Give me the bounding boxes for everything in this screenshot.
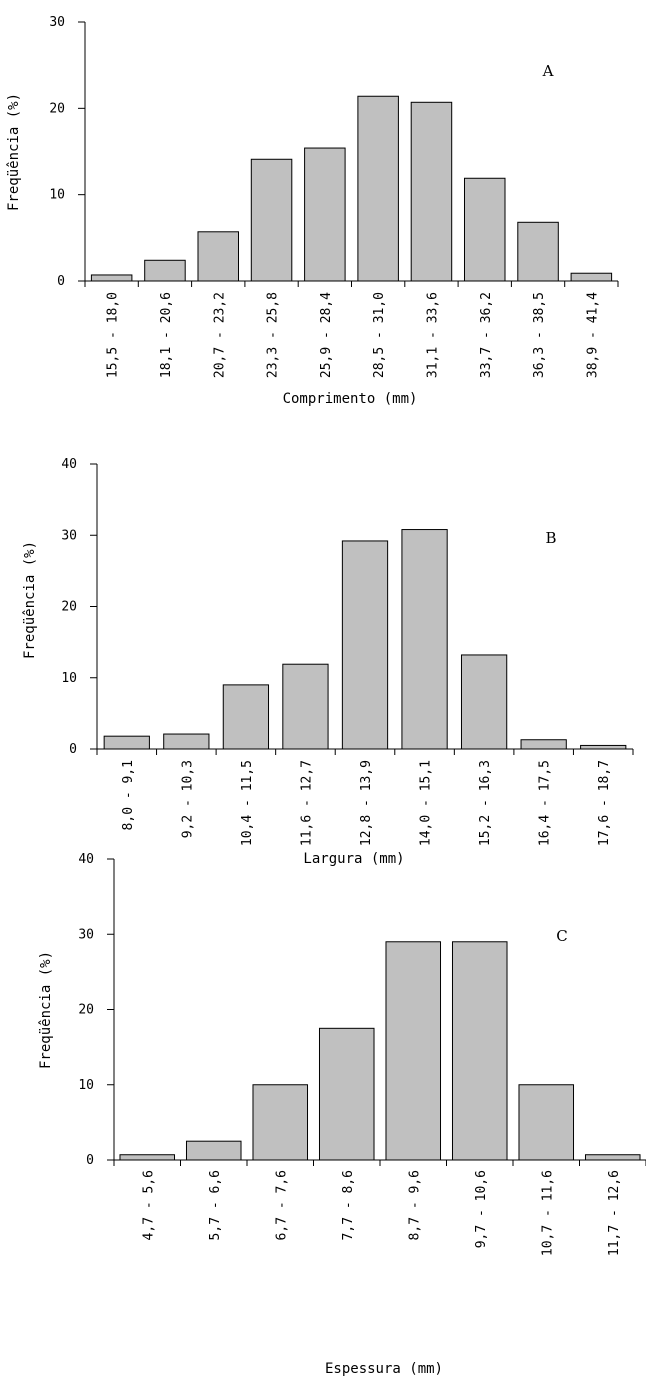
category-label: 9,7 - 10,6 <box>474 1170 489 1248</box>
category-label: 11,7 - 12,6 <box>607 1170 622 1256</box>
panel-label: C <box>556 927 567 945</box>
bar-6 <box>451 941 508 1161</box>
y-tick-label: 40 <box>78 852 94 867</box>
bar-7 <box>518 1084 575 1161</box>
bar-6 <box>357 95 399 282</box>
bar-4 <box>282 663 329 750</box>
x-axis-label: Espessura (mm) <box>325 1361 443 1377</box>
bar-5 <box>304 147 346 282</box>
x-axis-label: Largura (mm) <box>303 851 404 867</box>
bar-9 <box>580 744 627 750</box>
bar-7 <box>410 101 453 282</box>
panel-label: B <box>545 529 556 547</box>
y-tick-label: 10 <box>78 1078 94 1093</box>
category-label: 18,1 - 20,6 <box>159 292 174 378</box>
bar-2 <box>185 1140 242 1161</box>
y-tick-label: 0 <box>57 274 65 289</box>
category-label: 20,7 - 23,2 <box>212 292 227 378</box>
bar-1 <box>90 274 133 282</box>
x-axis-label: Comprimento (mm) <box>283 391 418 407</box>
category-label: 14,0 - 15,1 <box>419 760 434 846</box>
y-tick-label: 20 <box>78 1003 94 1018</box>
y-tick-label: 30 <box>61 528 77 543</box>
y-tick-label: 0 <box>69 742 77 757</box>
y-axis-label: Freqüência (%) <box>22 541 38 659</box>
y-tick-label: 20 <box>61 600 77 615</box>
category-label: 31,1 - 33,6 <box>425 292 440 378</box>
bar-9 <box>517 221 559 282</box>
bar-5 <box>341 540 389 750</box>
y-tick-label: 20 <box>49 101 65 116</box>
y-axis-label: Freqüência (%) <box>6 93 22 211</box>
bar-8 <box>584 1154 641 1161</box>
bar-7 <box>460 654 508 750</box>
bar-8 <box>520 739 567 750</box>
y-tick-label: 10 <box>61 671 77 686</box>
bar-3 <box>197 231 240 282</box>
y-tick-label: 0 <box>86 1153 94 1168</box>
category-label: 15,2 - 16,3 <box>478 760 493 846</box>
bar-8 <box>463 177 506 282</box>
category-label: 33,7 - 36,2 <box>479 292 494 378</box>
category-label: 25,9 - 28,4 <box>319 292 334 378</box>
category-label: 8,7 - 9,6 <box>407 1170 422 1240</box>
y-tick-label: 30 <box>49 15 65 30</box>
category-label: 8,0 - 9,1 <box>121 760 136 830</box>
category-label: 23,3 - 25,8 <box>266 292 281 378</box>
bar-10 <box>570 272 613 282</box>
category-label: 7,7 - 8,6 <box>341 1170 356 1240</box>
category-label: 10,4 - 11,5 <box>240 760 255 846</box>
chart-panel-b: 0 10 20 30 40 8,0 - 9,1 9,2 - 10,3 10,4 - 11,5 1… <box>22 457 634 867</box>
chart-panel-c: 0 10 20 30 40 4,7 - 5,6 5,7 - 6,6 6,7 - 7,6 7,7 … <box>38 852 646 1377</box>
y-tick-label: 30 <box>78 927 94 942</box>
y-tick-label: 40 <box>61 457 77 472</box>
bar-3 <box>252 1084 309 1161</box>
bar-4 <box>250 158 293 282</box>
panel-label: A <box>542 62 554 80</box>
bar-1 <box>119 1154 176 1161</box>
category-label: 16,4 - 17,5 <box>538 760 553 846</box>
category-label: 4,7 - 5,6 <box>141 1170 156 1240</box>
bar-3 <box>222 684 270 750</box>
bar-5 <box>385 941 442 1161</box>
category-label: 17,6 - 18,7 <box>597 760 612 846</box>
category-label: 36,3 - 38,5 <box>532 292 547 378</box>
bar-2 <box>163 733 210 750</box>
category-label: 5,7 - 6,6 <box>208 1170 223 1240</box>
category-label: 28,5 - 31,0 <box>372 292 387 378</box>
category-label: 11,6 - 12,7 <box>299 760 314 846</box>
bar-4 <box>318 1027 375 1161</box>
category-label: 38,9 - 41,4 <box>585 292 600 378</box>
bar-2 <box>144 259 186 282</box>
category-label: 10,7 - 11,6 <box>540 1170 555 1256</box>
category-label: 12,8 - 13,9 <box>359 760 374 846</box>
bar-1 <box>103 735 150 750</box>
category-label: 6,7 - 7,6 <box>274 1170 289 1240</box>
y-axis-label: Freqüência (%) <box>38 951 54 1069</box>
bar-6 <box>401 529 448 750</box>
y-tick-label: 10 <box>49 188 65 203</box>
category-label: 9,2 - 10,3 <box>180 760 195 838</box>
category-label: 15,5 - 18,0 <box>106 292 121 378</box>
chart-panel-a: 0 10 20 30 15,5 - 18,0 18,1 - 20,6 20,7 - 23,2… <box>6 15 619 407</box>
